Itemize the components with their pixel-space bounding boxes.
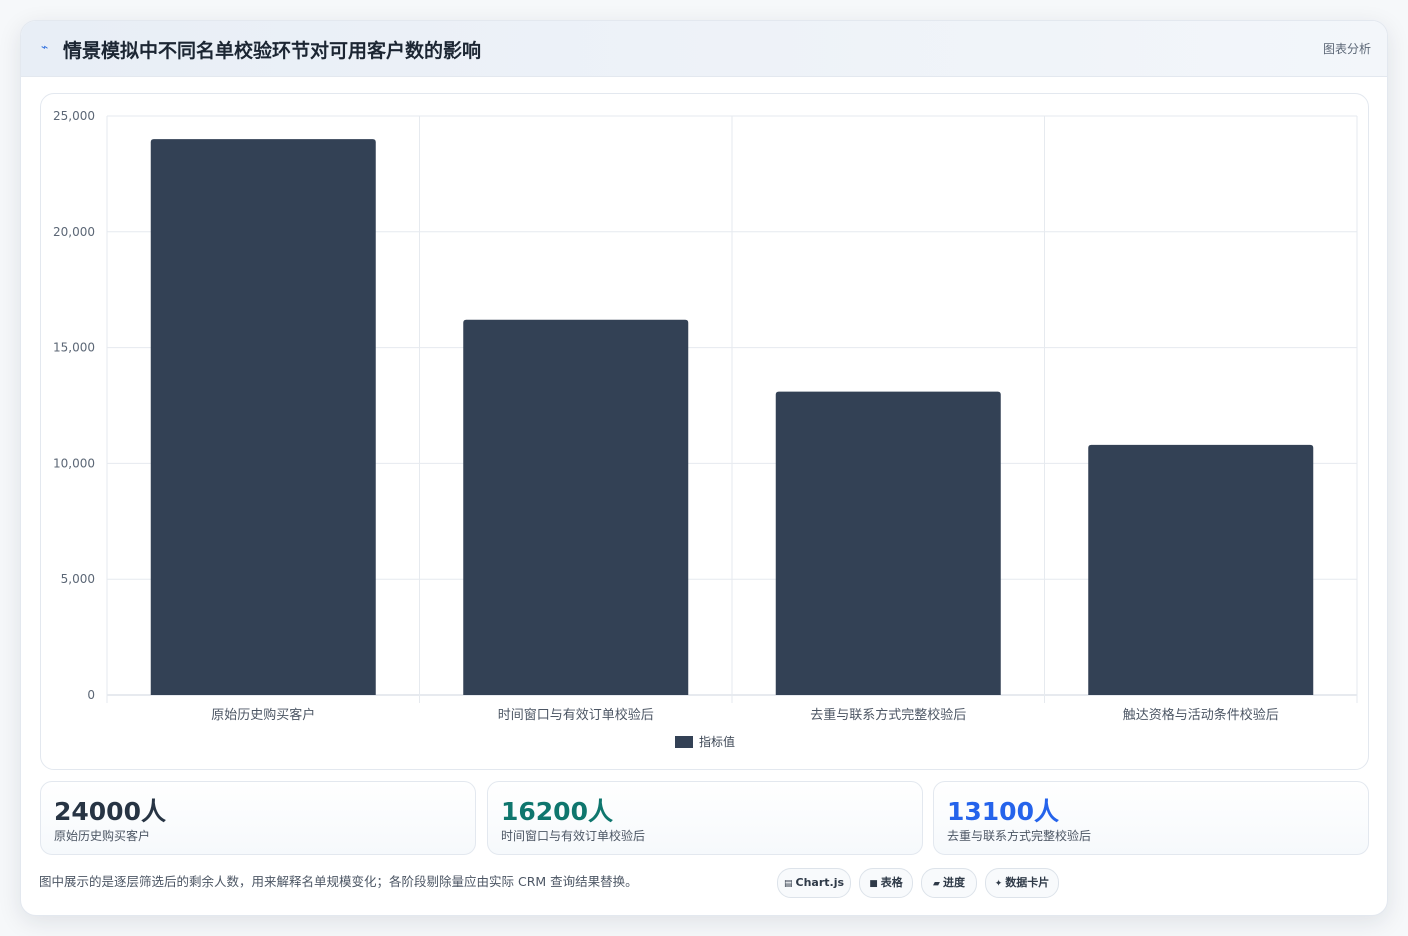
legend-swatch (675, 736, 693, 748)
header-tag: 图表分析 (1322, 42, 1371, 56)
sparkle-icon: ✦ (994, 879, 1003, 889)
stat-card-original: 24000人 原始历史购买客户 (40, 781, 476, 855)
pill-table[interactable]: ■ 表格 (859, 868, 913, 898)
x-tick-label: 去重与联系方式完整校验后 (810, 707, 966, 723)
stat-value: 24000人 (54, 797, 166, 826)
x-tick-label: 原始历史购买客户 (211, 707, 315, 723)
bar-chart: 0 5,000 10,000 15,000 20,000 25,000 原始历史购买客户 时间… (53, 109, 1358, 749)
chart-icon: ▤ (783, 879, 793, 889)
y-tick-label: 5,000 (61, 572, 95, 586)
progress-icon: ▰ (933, 879, 940, 889)
bar (1088, 444, 1314, 695)
y-tick-label: 20,000 (53, 225, 95, 239)
y-tick-label: 15,000 (53, 341, 95, 355)
stat-value: 13100人 (947, 797, 1059, 826)
bar (463, 319, 689, 695)
x-tick-label: 触达资格与活动条件校验后 (1123, 707, 1279, 723)
chart-card: ⌁ 情景模拟中不同名单校验环节对可用客户数的影响 图表分析 0 5,000 10,0… (20, 20, 1388, 916)
bar (150, 139, 376, 695)
pill-data-card[interactable]: ✦ 数据卡片 (985, 868, 1059, 898)
chart-footnote: 图中展示的是逐层筛选后的剩余人数，用来解释名单规模变化；各阶段剔除量应由实际 C… (39, 874, 638, 889)
stat-label: 时间窗口与有效订单校验后 (501, 829, 646, 843)
x-tick-label: 时间窗口与有效订单校验后 (498, 707, 654, 723)
chart-container: 0 5,000 10,000 15,000 20,000 25,000 原始历史购买客户 时间… (40, 93, 1369, 770)
legend-label: 指标值 (699, 734, 735, 749)
page-title: 情景模拟中不同名单校验环节对可用客户数的影响 (63, 40, 482, 62)
stat-card-dedupe: 13100人 去重与联系方式完整校验后 (933, 781, 1369, 855)
y-tick-label: 0 (87, 688, 95, 702)
pill-label: Chart.js (795, 876, 845, 889)
pill-label: 进度 (942, 876, 965, 889)
stat-label: 去重与联系方式完整校验后 (947, 829, 1092, 843)
bar (775, 391, 1001, 695)
table-icon: ■ (869, 879, 878, 889)
pill-chartjs[interactable]: ▤ Chart.js (777, 868, 851, 898)
stat-label: 原始历史购买客户 (54, 829, 151, 843)
trend-line-icon: ⌁ (41, 40, 49, 54)
y-tick-label: 25,000 (53, 109, 95, 123)
pill-label: 表格 (880, 876, 903, 889)
pill-progress[interactable]: ▰ 进度 (921, 868, 977, 898)
stat-value: 16200人 (501, 797, 613, 826)
y-tick-label: 10,000 (53, 456, 95, 470)
stat-card-time-window: 16200人 时间窗口与有效订单校验后 (487, 781, 923, 855)
card-header: ⌁ 情景模拟中不同名单校验环节对可用客户数的影响 图表分析 (21, 21, 1387, 77)
pill-label: 数据卡片 (1005, 876, 1050, 889)
